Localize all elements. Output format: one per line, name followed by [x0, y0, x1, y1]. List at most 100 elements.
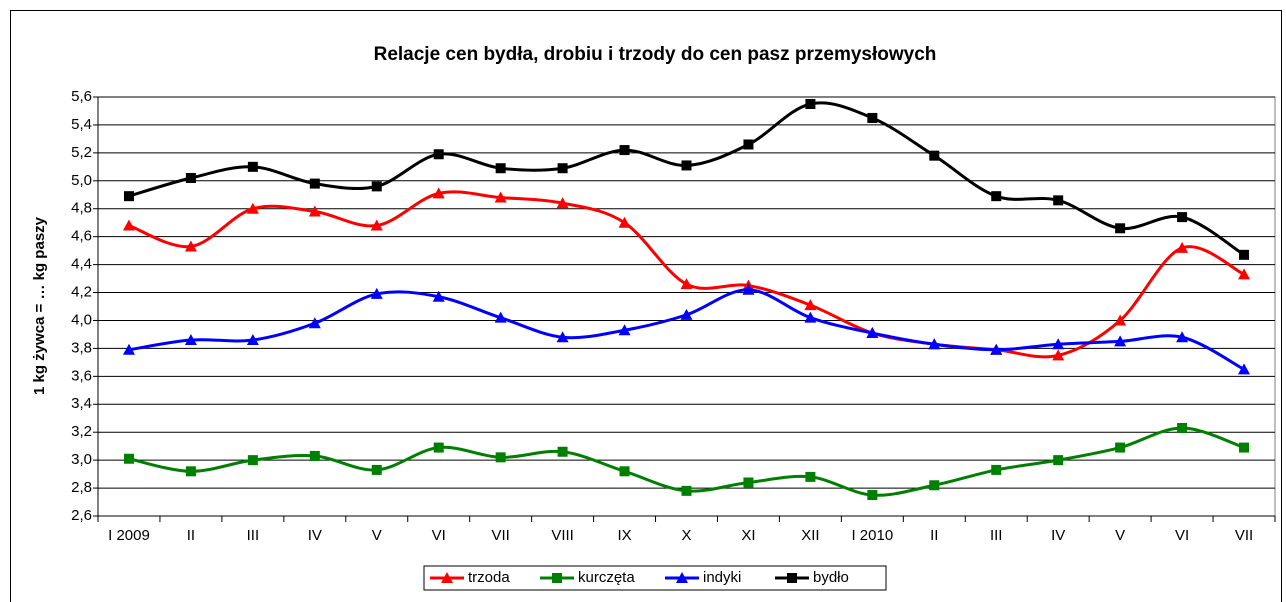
- data-point: [990, 343, 1003, 355]
- data-point: [681, 160, 692, 171]
- x-tick-label: X: [681, 527, 691, 544]
- data-point: [433, 442, 444, 453]
- data-point: [680, 278, 693, 290]
- data-point: [1052, 338, 1065, 350]
- data-point: [619, 145, 630, 156]
- data-point: [1176, 331, 1189, 343]
- x-tick-label: XII: [801, 527, 819, 544]
- data-point: [370, 287, 383, 299]
- y-tick-label: 4,0: [71, 311, 92, 328]
- x-tick-label: V: [1115, 527, 1125, 544]
- x-tick-label: XI: [741, 527, 755, 544]
- x-tick-label: II: [930, 527, 938, 544]
- data-point: [1115, 442, 1126, 453]
- data-point: [929, 480, 940, 491]
- data-point: [866, 327, 879, 339]
- data-point: [681, 485, 692, 496]
- data-point: [1238, 268, 1251, 280]
- data-point: [742, 283, 755, 295]
- data-point: [867, 490, 878, 501]
- x-tick-label: III: [990, 527, 1003, 544]
- data-point: [247, 455, 258, 466]
- data-point: [123, 191, 134, 202]
- x-tick-label: IV: [308, 527, 322, 544]
- data-point: [1053, 455, 1064, 466]
- x-tick-label: IX: [617, 527, 631, 544]
- data-point: [743, 477, 754, 488]
- legend-label: kurczęta: [578, 569, 635, 586]
- data-point: [246, 202, 259, 214]
- x-tick-label: VII: [1235, 527, 1253, 544]
- data-point: [867, 112, 878, 123]
- data-point: [122, 343, 135, 355]
- data-point: [495, 163, 506, 174]
- data-point: [1115, 223, 1126, 234]
- x-tick-label: I 2009: [108, 527, 150, 544]
- data-point: [1239, 442, 1250, 453]
- data-point: [804, 299, 817, 311]
- data-point: [246, 334, 259, 346]
- data-point: [1239, 249, 1250, 260]
- data-point: [184, 334, 197, 346]
- data-point: [433, 149, 444, 160]
- data-point: [122, 219, 135, 231]
- data-point: [929, 150, 940, 161]
- data-point: [1177, 423, 1188, 434]
- y-tick-label: 3,6: [71, 367, 92, 384]
- data-point: [804, 311, 817, 323]
- y-tick-label: 3,0: [71, 451, 92, 468]
- y-tick-label: 4,6: [71, 228, 92, 245]
- legend-marker: [787, 573, 797, 583]
- data-point: [618, 216, 631, 228]
- y-tick-label: 5,2: [71, 144, 92, 161]
- data-point: [805, 471, 816, 482]
- y-tick-label: 5,4: [71, 116, 92, 133]
- x-tick-label: III: [247, 527, 260, 544]
- data-point: [1176, 241, 1189, 253]
- legend-marker: [552, 573, 562, 583]
- x-tick-label: I 2010: [851, 527, 893, 544]
- data-point: [1114, 335, 1127, 347]
- y-tick-label: 3,2: [71, 423, 92, 440]
- data-point: [309, 450, 320, 461]
- x-tick-label: IV: [1051, 527, 1065, 544]
- data-point: [556, 331, 569, 343]
- x-tick-label: V: [372, 527, 382, 544]
- x-tick-label: VIII: [551, 527, 574, 544]
- legend-label: trzoda: [468, 569, 510, 586]
- x-tick-label: VI: [1175, 527, 1189, 544]
- data-point: [928, 338, 941, 350]
- data-point: [619, 466, 630, 477]
- data-point: [308, 317, 321, 329]
- y-tick-label: 4,2: [71, 284, 92, 301]
- data-point: [371, 464, 382, 475]
- data-point: [432, 187, 445, 199]
- chart-title: Relacje cen bydła, drobiu i trzody do ce…: [374, 44, 937, 65]
- data-point: [557, 446, 568, 457]
- legend-label: indyki: [703, 569, 741, 586]
- data-point: [371, 181, 382, 192]
- data-point: [309, 178, 320, 189]
- y-axis-label: 1 kg żywca = … kg paszy: [31, 216, 48, 395]
- x-tick-label: VI: [432, 527, 446, 544]
- legend: trzoda kurczęta indyki bydło: [423, 565, 887, 591]
- y-tick-label: 3,8: [71, 339, 92, 356]
- data-point: [123, 453, 134, 464]
- data-point: [370, 219, 383, 231]
- y-tick-label: 2,8: [71, 479, 92, 496]
- data-point: [1114, 314, 1127, 326]
- data-point: [185, 466, 196, 477]
- legend-label: bydło: [813, 569, 849, 586]
- data-point: [247, 161, 258, 172]
- y-tick-label: 2,6: [71, 507, 92, 524]
- data-point: [494, 311, 507, 323]
- data-point: [1177, 212, 1188, 223]
- data-point: [743, 139, 754, 150]
- data-point: [680, 308, 693, 320]
- data-point: [184, 240, 197, 252]
- y-tick-label: 4,4: [71, 256, 92, 273]
- y-tick-label: 5,0: [71, 172, 92, 189]
- data-point: [556, 197, 569, 209]
- y-tick-label: 3,4: [71, 395, 92, 412]
- data-point: [432, 290, 445, 302]
